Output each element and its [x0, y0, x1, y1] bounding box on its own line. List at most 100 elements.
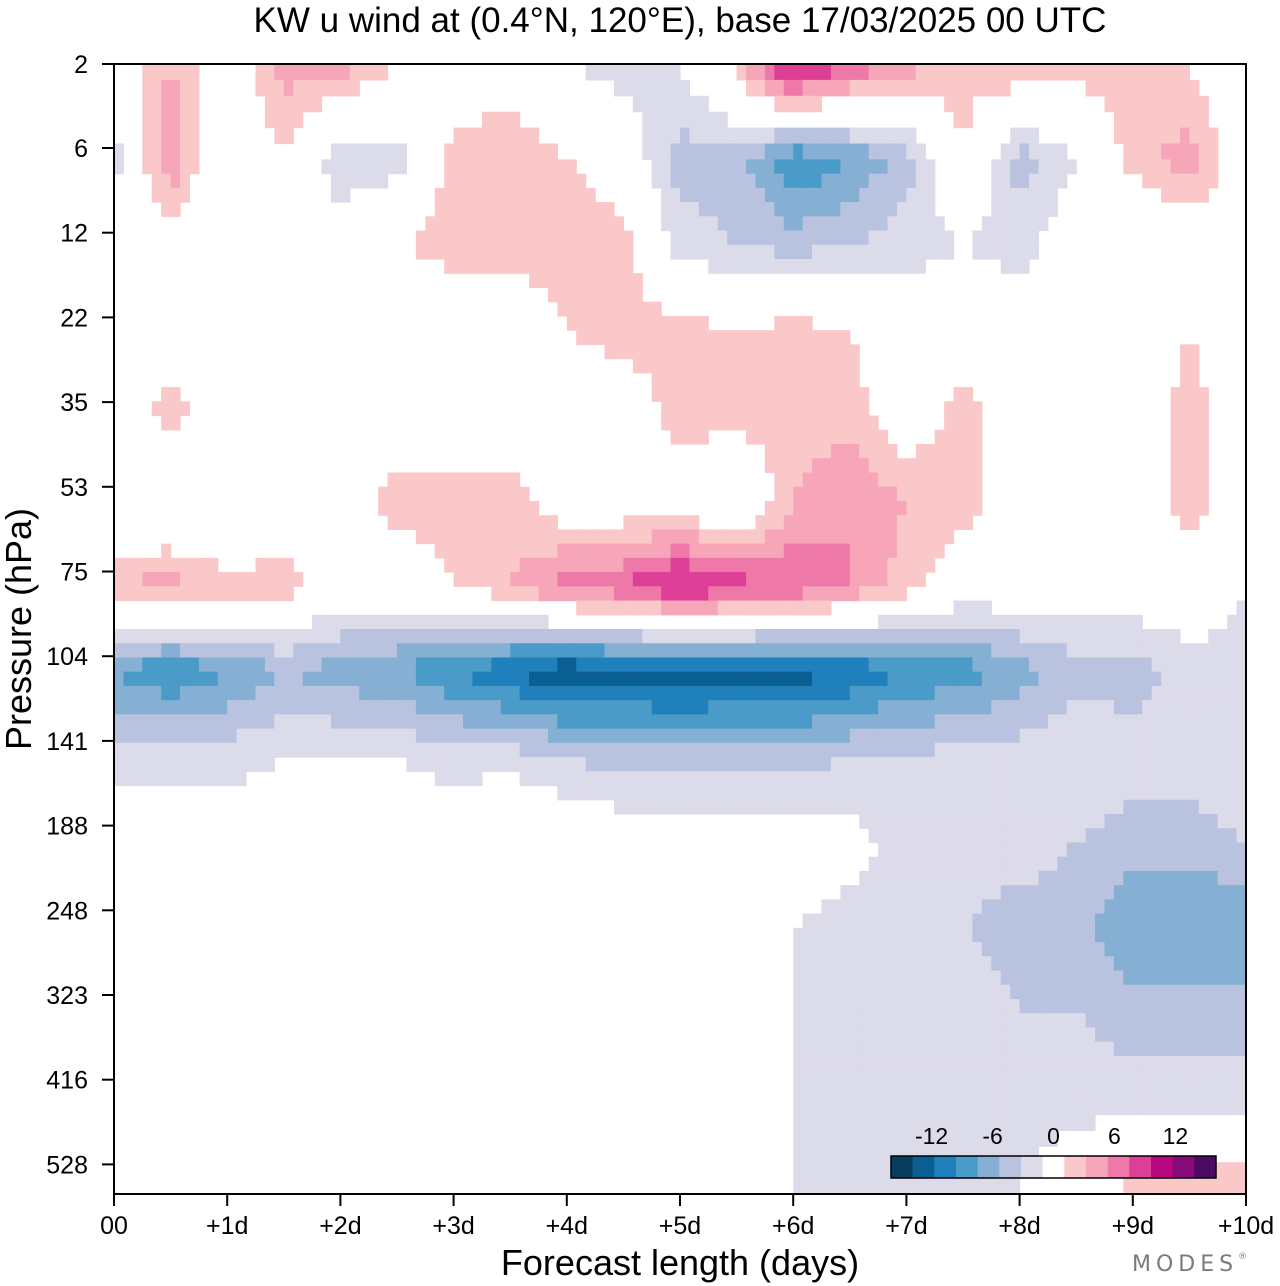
heatmap-cell: [500, 700, 511, 715]
heatmap-cell: [661, 127, 672, 145]
heatmap-cell: [180, 643, 191, 659]
heatmap-cell: [378, 486, 389, 502]
heatmap-cell: [632, 671, 643, 687]
heatmap-cell: [510, 614, 521, 630]
heatmap-cell: [972, 1013, 983, 1029]
heatmap-cell: [538, 714, 549, 730]
heatmap-cell: [887, 999, 898, 1014]
heatmap-cell: [764, 799, 775, 815]
heatmap-cell: [510, 259, 521, 274]
heatmap-cell: [1019, 785, 1030, 801]
heatmap-cell: [632, 742, 643, 758]
heatmap-cell: [953, 387, 964, 402]
heatmap-cell: [717, 771, 728, 787]
heatmap-cell: [1076, 657, 1087, 673]
heatmap-cell: [444, 685, 455, 701]
heatmap-cell: [1085, 899, 1096, 915]
heatmap-cell: [906, 543, 917, 559]
heatmap-cell: [944, 415, 955, 431]
heatmap-cell: [717, 415, 728, 431]
heatmap-cell: [538, 259, 549, 274]
heatmap-cell: [1095, 799, 1106, 815]
heatmap-cell: [595, 273, 606, 289]
heatmap-cell: [1208, 999, 1219, 1014]
heatmap-cell: [925, 500, 936, 516]
heatmap-cell: [1142, 64, 1153, 81]
heatmap-cell: [397, 159, 408, 175]
heatmap-cell: [585, 529, 596, 545]
heatmap-cell: [217, 572, 228, 587]
heatmap-cell: [830, 486, 841, 502]
heatmap-cell: [896, 956, 907, 972]
heatmap-cell: [1047, 671, 1058, 687]
heatmap-cell: [953, 64, 964, 81]
y-tick-label: 141: [46, 728, 88, 756]
heatmap-cell: [1019, 1130, 1030, 1147]
x-axis-label: Forecast length (days): [501, 1242, 859, 1283]
heatmap-cell: [415, 500, 426, 516]
heatmap-cell: [302, 700, 313, 715]
heatmap-cell: [840, 799, 851, 815]
heatmap-cell: [510, 230, 521, 246]
heatmap-cell: [595, 700, 606, 715]
heatmap-cell: [1189, 657, 1200, 673]
heatmap-cell: [1142, 870, 1153, 886]
heatmap-cell: [274, 700, 285, 715]
heatmap-cell: [651, 143, 662, 160]
heatmap-cell: [963, 79, 974, 97]
heatmap-cell: [1227, 1162, 1238, 1179]
heatmap-cell: [944, 529, 955, 545]
heatmap-cell: [821, 187, 832, 203]
heatmap-cell: [887, 899, 898, 915]
heatmap-cell: [1038, 1084, 1049, 1100]
heatmap-cell: [1076, 1013, 1087, 1029]
heatmap-cell: [519, 700, 530, 715]
heatmap-cell: [783, 671, 794, 687]
heatmap-cell: [783, 529, 794, 545]
heatmap-cell: [906, 643, 917, 659]
heatmap-cell: [500, 529, 511, 545]
heatmap-cell: [840, 714, 851, 730]
heatmap-cell: [840, 671, 851, 687]
heatmap-cell: [538, 216, 549, 232]
heatmap-cell: [680, 742, 691, 758]
heatmap-cell: [236, 771, 247, 787]
heatmap-cell: [774, 586, 785, 602]
heatmap-cell: [878, 728, 889, 744]
heatmap-cell: [991, 643, 1002, 659]
heatmap-cell: [1208, 1070, 1219, 1085]
heatmap-cell: [472, 714, 483, 730]
heatmap-cell: [925, 970, 936, 986]
heatmap-cell: [661, 202, 672, 217]
heatmap-cell: [1236, 814, 1246, 829]
heatmap-cell: [519, 657, 530, 673]
heatmap-cell: [887, 1178, 898, 1194]
heatmap-cell: [519, 173, 530, 189]
heatmap-cell: [453, 472, 464, 488]
heatmap-cell: [595, 572, 606, 587]
heatmap-cell: [1010, 230, 1021, 246]
heatmap-cell: [670, 143, 681, 160]
heatmap-cell: [1066, 799, 1077, 815]
heatmap-cell: [830, 79, 841, 97]
heatmap-cell: [1029, 202, 1040, 217]
heatmap-cell: [1066, 728, 1077, 744]
heatmap-cell: [717, 244, 728, 260]
heatmap-cell: [1113, 814, 1124, 829]
heatmap-cell: [1217, 771, 1228, 787]
heatmap-cell: [830, 1027, 841, 1043]
heatmap-cell: [491, 657, 502, 673]
heatmap-cell: [1198, 1041, 1209, 1057]
heatmap-cell: [189, 111, 200, 129]
heatmap-cell: [359, 643, 370, 659]
heatmap-cell: [849, 771, 860, 787]
heatmap-cell: [1000, 870, 1011, 886]
heatmap-cell: [887, 657, 898, 673]
heatmap-cell: [878, 500, 889, 516]
heatmap-cell: [1029, 913, 1040, 929]
heatmap-cell: [717, 111, 728, 129]
heatmap-cell: [812, 472, 823, 488]
heatmap-cell: [321, 643, 332, 659]
heatmap-cell: [1057, 856, 1068, 872]
